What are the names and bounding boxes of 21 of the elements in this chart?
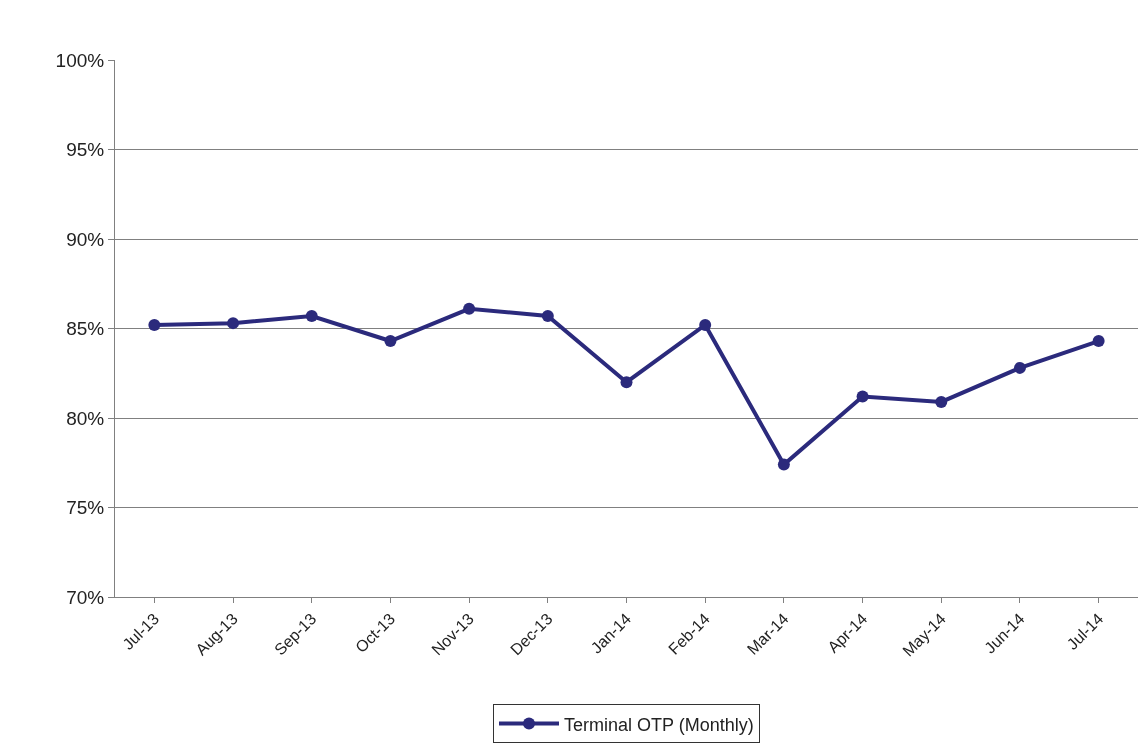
y-tick-label: 70% bbox=[66, 586, 105, 608]
point bbox=[541, 309, 554, 322]
point bbox=[935, 395, 948, 408]
point bbox=[384, 335, 397, 348]
y-tick-label: 75% bbox=[66, 497, 105, 519]
point bbox=[777, 458, 790, 471]
point bbox=[305, 309, 318, 322]
y-tick-label: 100% bbox=[55, 49, 105, 71]
y-tick-label: 95% bbox=[66, 139, 105, 161]
point bbox=[856, 390, 869, 403]
y-tick-label: 80% bbox=[66, 407, 105, 429]
point bbox=[227, 317, 240, 330]
y-tick-label: 90% bbox=[66, 228, 105, 250]
point bbox=[1013, 361, 1026, 374]
point bbox=[463, 302, 476, 315]
point bbox=[1092, 335, 1105, 348]
point bbox=[620, 376, 633, 389]
legend-label: Terminal OTP (Monthly) bbox=[564, 714, 754, 735]
point bbox=[148, 318, 161, 331]
y-tick-label: 85% bbox=[66, 318, 105, 340]
point bbox=[699, 318, 712, 331]
